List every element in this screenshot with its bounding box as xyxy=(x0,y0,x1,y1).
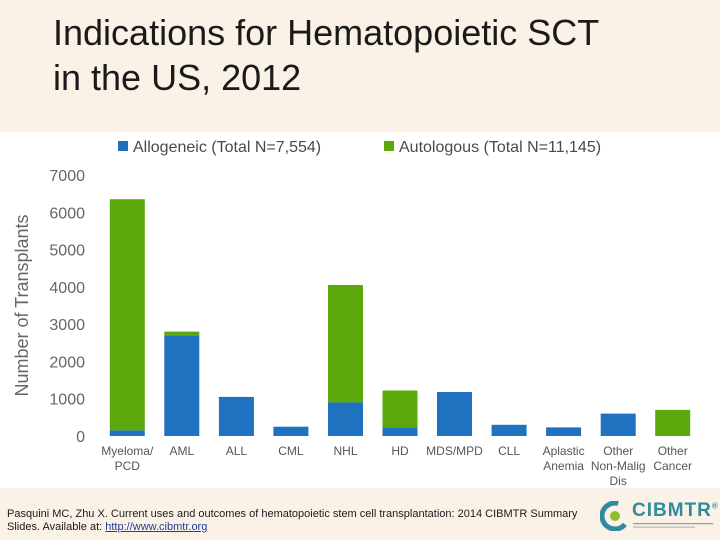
bar-allogeneic xyxy=(600,413,636,436)
bar-autologous xyxy=(328,285,363,403)
bar-allogeneic xyxy=(109,430,145,436)
x-axis: Myeloma/PCD AML ALL CML NHL HD MDS/MPD CLL Aplas… xyxy=(101,444,692,488)
logo-wordmark: CIBMTR® xyxy=(632,500,719,521)
legend-label-allogeneic: Allogeneic (Total N=7,554) xyxy=(133,139,321,156)
y-tick-label: 4000 xyxy=(49,280,85,297)
y-axis: 0 1000 2000 3000 4000 5000 6000 7000 Number of T… xyxy=(12,168,85,446)
y-tick-label: 0 xyxy=(76,429,85,446)
x-tick-label: Aplastic Anemia xyxy=(543,444,585,473)
x-tick-label: Other Cancer xyxy=(653,444,692,473)
legend-label-autologous: Autologous (Total N=11,145) xyxy=(399,139,601,156)
y-axis-title: Number of Transplants xyxy=(12,214,32,396)
x-tick-label: HD xyxy=(391,444,409,458)
bar-autologous xyxy=(655,409,691,436)
citation-text: Pasquini MC, Zhu X. Current uses and out… xyxy=(7,508,578,533)
bar-autologous xyxy=(164,331,200,336)
y-tick-label: 2000 xyxy=(49,354,85,371)
bar-allogeneic xyxy=(164,335,200,436)
title-banner: Indications for Hematopoietic SCT in the… xyxy=(0,0,720,132)
chart-panel: Allogeneic (Total N=7,554) Autologous (To… xyxy=(0,132,720,488)
x-tick-label: CLL xyxy=(498,444,520,458)
x-tick-label: ALL xyxy=(226,444,248,458)
page-title-line-2: in the US, 2012 xyxy=(53,57,302,98)
y-tick-label: 6000 xyxy=(49,205,85,222)
bar-allogeneic xyxy=(328,402,363,436)
bar-allogeneic xyxy=(382,427,418,436)
bars xyxy=(109,199,691,436)
bar-chart: Allogeneic (Total N=7,554) Autologous (To… xyxy=(12,139,692,488)
legend-swatch-allogeneic xyxy=(118,141,128,151)
bar-allogeneic xyxy=(546,427,582,436)
y-tick-label: 5000 xyxy=(49,243,85,260)
x-tick-label: MDS/MPD xyxy=(426,444,483,458)
y-tick-label: 3000 xyxy=(49,317,85,334)
y-tick-label: 1000 xyxy=(49,392,85,409)
logo-tagline-graphic xyxy=(633,523,713,528)
x-tick-label: NHL xyxy=(333,444,357,458)
x-tick-label: AML xyxy=(169,444,194,458)
legend-swatch-autologous xyxy=(384,141,394,151)
bar-allogeneic xyxy=(273,426,309,436)
bar-autologous xyxy=(109,199,145,431)
cibmtr-logo-mark-icon xyxy=(600,501,630,531)
bar-autologous xyxy=(382,390,418,428)
bar-allogeneic xyxy=(437,392,472,436)
cibmtr-logo: CIBMTR® xyxy=(600,498,719,534)
x-tick-label: CML xyxy=(278,444,304,458)
y-tick-label: 7000 xyxy=(49,168,85,185)
page-title-line-1: Indications for Hematopoietic SCT xyxy=(53,12,600,53)
x-tick-label: Other Non-Malig Dis xyxy=(591,444,646,488)
citation: Pasquini MC, Zhu X. Current uses and out… xyxy=(7,508,597,534)
footer: Pasquini MC, Zhu X. Current uses and out… xyxy=(0,488,720,540)
citation-link[interactable]: http://www.cibmtr.org xyxy=(105,521,208,533)
chart-legend: Allogeneic (Total N=7,554) Autologous (To… xyxy=(118,139,601,156)
bar-allogeneic xyxy=(218,396,254,436)
x-tick-label: Myeloma/PCD xyxy=(101,444,154,473)
bar-allogeneic xyxy=(491,424,527,436)
